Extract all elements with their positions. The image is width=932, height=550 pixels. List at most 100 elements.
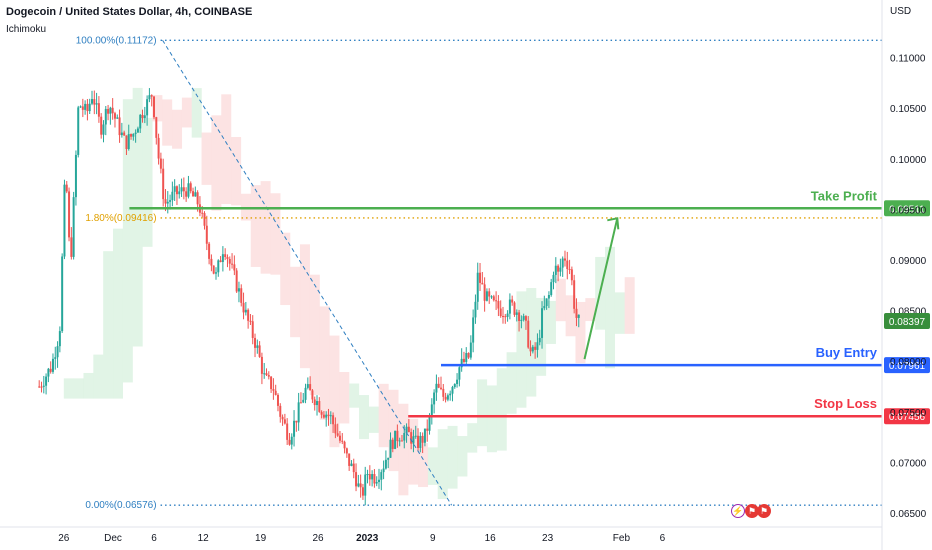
candle-body: [428, 415, 431, 431]
candle-body: [194, 192, 197, 197]
y-tick-label: 0.09500: [890, 205, 927, 216]
candle-body: [518, 312, 521, 321]
cloud-segment: [329, 335, 340, 448]
candle-body: [63, 184, 66, 257]
candle-body: [345, 448, 348, 454]
candle-body: [130, 134, 133, 137]
candle-body: [54, 357, 57, 359]
candle-body: [458, 367, 461, 380]
candle-body: [265, 373, 268, 376]
candle-body: [368, 474, 371, 480]
candle-body: [442, 388, 445, 397]
candle-body: [387, 457, 390, 460]
candle-body: [316, 401, 319, 406]
trade-levels[interactable]: Take Profit 0.09511 Buy Entry 0.07961 Stop L…: [129, 188, 930, 425]
y-tick-label: 0.10500: [890, 104, 927, 115]
candlesticks: [38, 88, 580, 506]
candle-body: [563, 258, 566, 261]
candle-body: [302, 399, 305, 403]
cloud-segment: [319, 306, 330, 420]
x-tick-label: 26: [58, 533, 70, 544]
candle-body: [462, 358, 465, 362]
candle-body: [311, 390, 314, 400]
candle-body: [171, 191, 174, 201]
candle-body: [251, 321, 254, 338]
candle-body: [111, 107, 114, 114]
y-tick-label: 0.10000: [890, 155, 927, 166]
candle-body: [483, 284, 486, 301]
x-tick-label: 26: [312, 533, 324, 544]
candle-body: [384, 459, 387, 469]
candle-body: [508, 299, 511, 314]
candle-body: [233, 264, 236, 271]
cloud-segment: [290, 266, 301, 338]
level-price-label: 0.09511: [889, 204, 925, 215]
lightning-event-icon[interactable]: ⚡: [731, 504, 745, 518]
x-tick-label: 16: [485, 533, 497, 544]
candle-body: [403, 432, 406, 441]
candle-body: [51, 358, 54, 372]
candle-body: [102, 124, 105, 135]
cloud-segment: [280, 232, 291, 306]
candle-body: [116, 117, 119, 119]
cloud-segment: [437, 429, 448, 500]
chart-title: Dogecoin / United States Dollar, 4h, COI…: [6, 6, 253, 18]
level-price-tag: [884, 357, 930, 374]
us-flag-icon[interactable]: ⚑: [745, 504, 759, 518]
candle-body: [479, 272, 482, 283]
candle-body: [423, 428, 426, 443]
candle-body: [499, 308, 502, 317]
candle-body: [139, 114, 142, 129]
candle-body: [299, 402, 302, 404]
candle-body: [143, 115, 146, 119]
candle-body: [162, 168, 165, 200]
candle-body: [219, 260, 222, 262]
candle-body: [414, 435, 417, 437]
indicator-label[interactable]: Ichimoku: [6, 24, 47, 35]
y-tick-label: 0.09000: [890, 256, 927, 267]
candle-body: [79, 106, 82, 108]
candle-body: [561, 258, 564, 268]
fibonacci-retracement[interactable]: 100.00%(0.11172) 1.80%(0.09416) 0.00%(0.06…: [76, 35, 882, 511]
cloud-segment: [309, 274, 320, 396]
candle-body: [338, 435, 341, 441]
candle-body: [125, 135, 128, 150]
candle-body: [189, 183, 192, 192]
last-price-tag: [884, 313, 930, 330]
candle-body: [270, 376, 273, 390]
cloud-segment: [191, 88, 202, 138]
candle-body: [332, 415, 335, 425]
candle-body: [320, 411, 323, 415]
candle-body: [419, 435, 422, 448]
cloud-segment: [486, 385, 497, 453]
candle-body: [235, 270, 238, 292]
cloud-segment: [93, 354, 104, 399]
candle-body: [45, 376, 48, 386]
x-tick-label: Feb: [613, 533, 631, 544]
candle-body: [545, 298, 548, 307]
candle-body: [242, 302, 245, 313]
currency-label: USD: [890, 6, 912, 17]
time-axis[interactable]: 26 Dec 6 12 19 26 2023 9 16 23 Feb 6: [0, 526, 882, 544]
cloud-segment: [142, 117, 153, 247]
candle-body: [410, 432, 413, 444]
candle-body: [201, 212, 204, 214]
candle-body: [240, 288, 243, 303]
cloud-segment: [614, 292, 625, 334]
candle-body: [290, 436, 293, 445]
candle-body: [566, 260, 569, 270]
candle-body: [293, 420, 296, 437]
x-tick-label: 6: [151, 533, 157, 544]
candle-body: [288, 439, 291, 445]
candle-body: [159, 158, 162, 169]
level-name-label: Buy Entry: [816, 345, 878, 360]
price-axis[interactable]: 0.11000 0.10500 0.10000 0.09500 0.09000 0.085…: [881, 0, 930, 550]
candle-body: [72, 197, 75, 257]
candle-body: [210, 258, 213, 266]
us-flag-icon[interactable]: ⚑: [757, 504, 771, 518]
cloud-segment: [83, 372, 94, 399]
candle-body: [146, 99, 149, 116]
candle-body: [513, 302, 516, 315]
level-price-tag: [884, 200, 930, 217]
